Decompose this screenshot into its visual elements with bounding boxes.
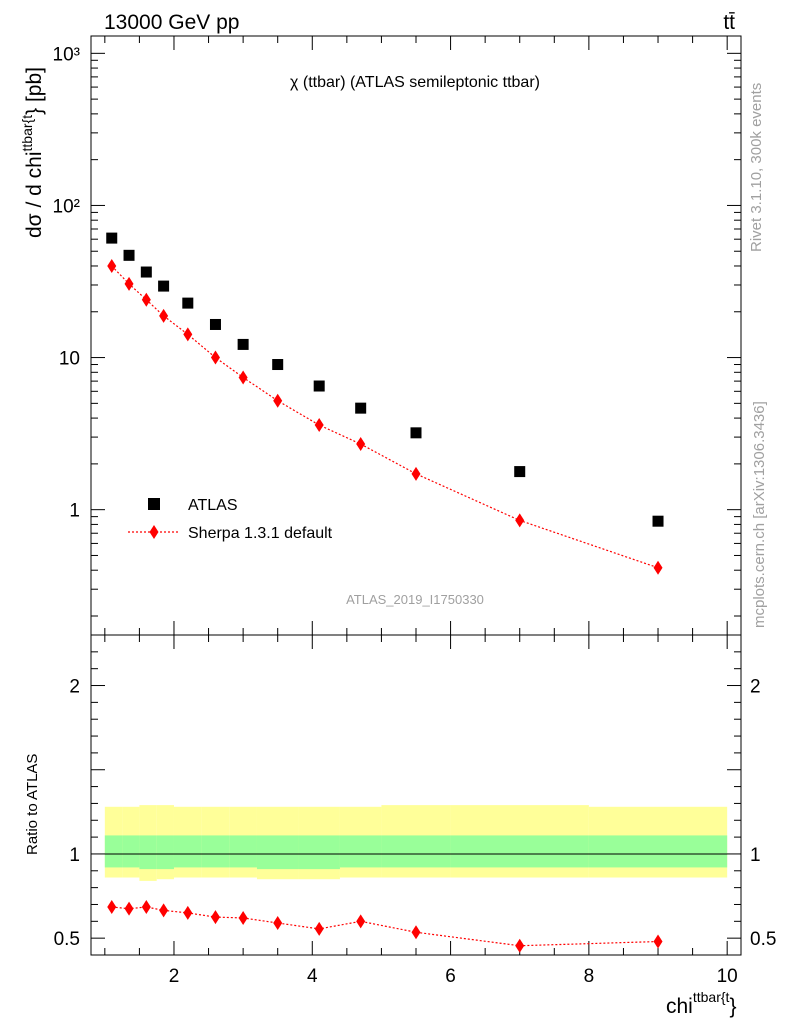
atlas-point: [140, 266, 152, 278]
ratio-sherpa-point: [314, 921, 324, 936]
side-rivet-label: Rivet 3.1.10, 300k events: [748, 83, 765, 252]
legend-atlas-label: ATLAS: [188, 497, 238, 514]
ratio-sherpa-point: [653, 934, 663, 949]
green-band-bin: [122, 835, 140, 868]
main-y-tick-label: 10: [59, 349, 80, 370]
analysis-id: ATLAS_2019_I1750330: [346, 592, 484, 607]
sherpa-point: [273, 393, 283, 408]
ratio-y-tick-label-right: 2: [750, 677, 761, 698]
atlas-point: [182, 297, 194, 309]
sherpa-point: [107, 258, 117, 273]
ratio-sherpa-point: [183, 905, 193, 920]
sherpa-point: [653, 560, 663, 575]
x-tick-label: 4: [307, 966, 318, 987]
legend: ATLAS Sherpa 1.3.1 default: [128, 497, 333, 542]
ratio-sherpa-point: [273, 916, 283, 930]
side-site-label: mcplots.cern.ch [arXiv:1306.3436]: [751, 401, 768, 628]
ratio-y-axis-label: Ratio to ATLAS: [24, 754, 41, 855]
sherpa-point: [356, 437, 366, 452]
atlas-point: [652, 515, 664, 527]
atlas-point: [106, 232, 118, 244]
main-y-axis-label: dσ / d chittbar{t} [pb]: [19, 67, 46, 238]
main-y-tick-label: 10³: [53, 44, 80, 65]
sherpa-point: [183, 327, 193, 342]
data-marks: [106, 232, 664, 953]
chart-subtitle: χ (ttbar) (ATLAS semileptonic ttbar): [290, 74, 540, 91]
atlas-point: [410, 427, 422, 439]
green-band-bin: [201, 835, 230, 868]
green-band-bin: [298, 835, 340, 870]
tick-labels: 2 4 6 8 10 1 10 10² 10³ 0.5 0.5 1 1 2 2: [53, 44, 777, 987]
main-y-tick-label: 10²: [53, 196, 80, 217]
atlas-point: [158, 280, 170, 292]
axis-ticks: [91, 36, 741, 955]
ratio-y-tick-label-left: 1: [69, 845, 80, 866]
sherpa-point: [124, 276, 134, 291]
ratio-y-tick-label-left: 0.5: [54, 929, 80, 950]
ratio-sherpa-point: [159, 903, 169, 918]
ratio-y-tick-label-right: 0.5: [750, 929, 776, 950]
x-axis-label: chittbar{t}: [666, 989, 736, 1018]
atlas-point: [237, 338, 249, 350]
sherpa-point: [238, 370, 248, 385]
ratio-uncertainty-bands: [104, 805, 728, 881]
x-tick-label: 8: [584, 966, 595, 987]
green-band-bin: [104, 835, 123, 868]
sherpa-point: [411, 466, 421, 481]
sherpa-point: [159, 308, 169, 323]
green-band-bin: [588, 835, 728, 868]
legend-sherpa-marker: [149, 525, 159, 539]
atlas-point: [355, 402, 367, 414]
green-band-bin: [256, 835, 299, 870]
sherpa-point: [141, 292, 151, 307]
x-tick-label: 2: [169, 966, 180, 987]
atlas-point: [123, 249, 135, 261]
ratio-sherpa-point: [210, 910, 220, 925]
ratio-y-tick-label-right: 1: [750, 845, 761, 866]
atlas-point: [313, 380, 325, 392]
atlas-point: [514, 466, 526, 478]
green-band-bin: [139, 835, 157, 870]
sherpa-point: [314, 418, 324, 433]
ratio-sherpa-point: [107, 900, 117, 914]
ratio-plot-frame: [90, 634, 742, 956]
atlas-point: [272, 359, 284, 371]
ratio-sherpa-point: [141, 900, 151, 914]
legend-atlas-marker: [148, 498, 160, 510]
sherpa-line: [111, 265, 659, 569]
ratio-y-tick-label-left: 2: [69, 677, 80, 698]
green-band-bin: [229, 835, 257, 868]
green-band-bin: [450, 835, 589, 868]
ratio-sherpa-point: [356, 914, 366, 929]
green-band-bin: [173, 835, 202, 868]
ratio-sherpa-point: [411, 925, 421, 940]
green-band-bin: [339, 835, 382, 868]
ratio-sherpa-line: [111, 906, 659, 947]
legend-sherpa-label: Sherpa 1.3.1 default: [188, 525, 333, 542]
process-label: tt̄: [723, 11, 735, 34]
ratio-sherpa-point: [515, 938, 525, 953]
sherpa-point: [210, 350, 220, 365]
main-y-tick-label: 1: [69, 501, 80, 522]
x-tick-label: 10: [717, 966, 738, 987]
energy-label: 13000 GeV pp: [104, 11, 239, 34]
ratio-sherpa-point: [238, 910, 248, 925]
green-band-bin: [156, 835, 174, 870]
sherpa-point: [515, 513, 525, 528]
atlas-point: [209, 318, 221, 330]
ratio-sherpa-point: [124, 901, 134, 916]
x-tick-label: 6: [445, 966, 456, 987]
green-band-bin: [381, 835, 451, 868]
